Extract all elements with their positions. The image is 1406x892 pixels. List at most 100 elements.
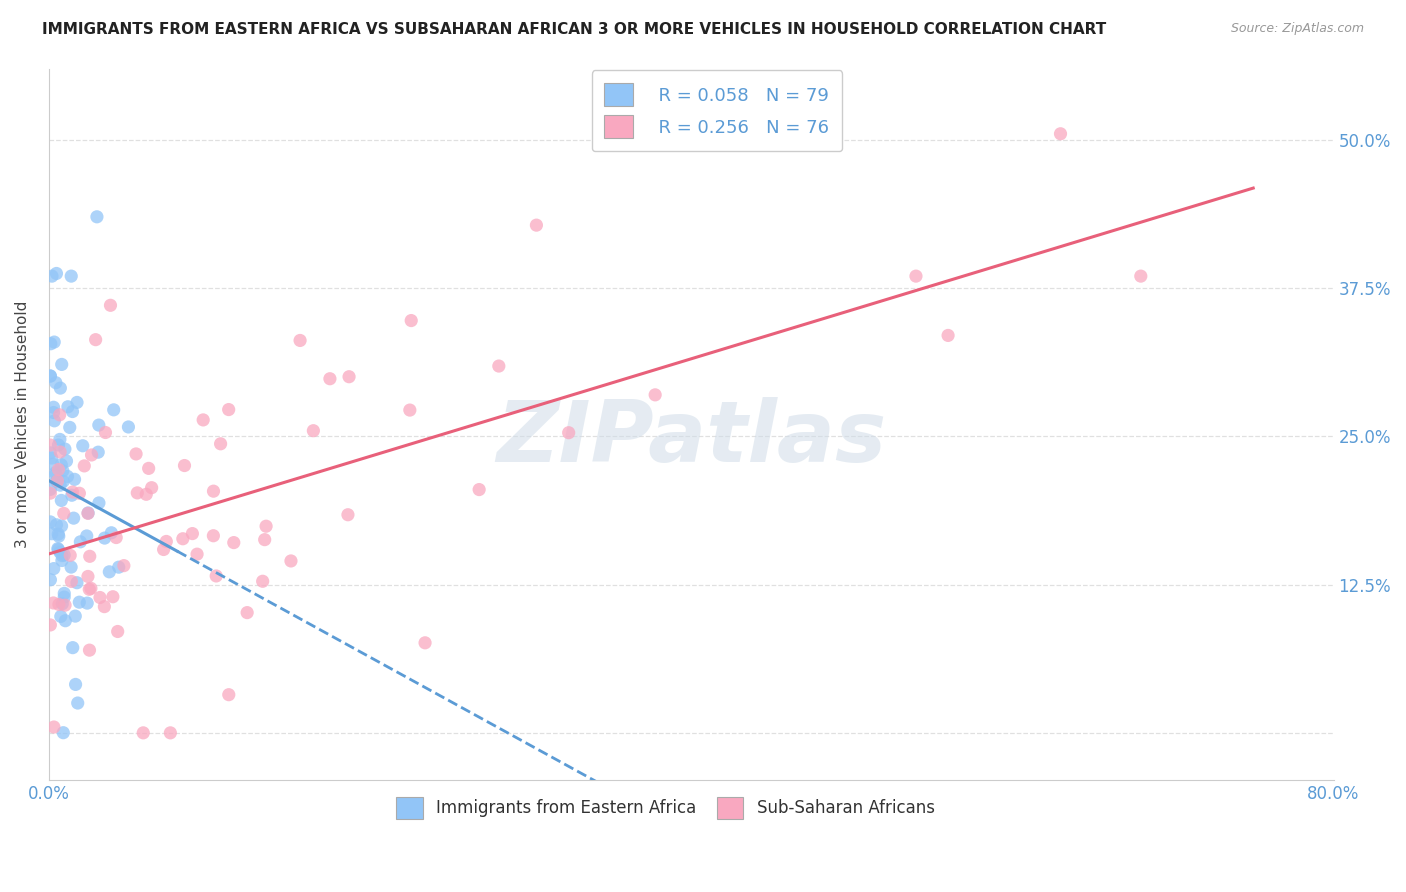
- Point: [77, 569, 100, 583]
- Point: [51, 519, 73, 533]
- Point: [62, 511, 84, 525]
- Point: [59, 420, 82, 434]
- Point: [39, 369, 62, 384]
- Point: [468, 483, 491, 497]
- Point: [135, 487, 157, 501]
- Point: [202, 484, 225, 499]
- Point: [98, 565, 121, 579]
- Point: [73, 458, 96, 473]
- Point: [557, 425, 579, 440]
- Point: [222, 535, 245, 549]
- Point: [86, 210, 108, 224]
- Point: [319, 372, 342, 386]
- Point: [105, 531, 128, 545]
- Point: [79, 549, 101, 564]
- Point: [302, 424, 325, 438]
- Point: [42, 458, 65, 472]
- Point: [67, 595, 90, 609]
- Point: [101, 590, 124, 604]
- Point: [526, 218, 548, 232]
- Point: [46, 474, 69, 488]
- Point: [1129, 269, 1152, 284]
- Point: [253, 533, 276, 547]
- Point: [53, 598, 76, 612]
- Point: [66, 696, 89, 710]
- Point: [51, 597, 73, 611]
- Point: [51, 493, 73, 508]
- Point: [77, 506, 100, 520]
- Point: [125, 447, 148, 461]
- Point: [60, 488, 83, 502]
- Point: [159, 726, 181, 740]
- Point: [127, 486, 149, 500]
- Point: [89, 591, 111, 605]
- Point: [80, 448, 103, 462]
- Point: [936, 328, 959, 343]
- Point: [48, 529, 70, 543]
- Point: [53, 442, 76, 456]
- Point: [202, 529, 225, 543]
- Point: [254, 519, 277, 533]
- Point: [336, 508, 359, 522]
- Point: [413, 636, 436, 650]
- Point: [55, 454, 77, 468]
- Point: [488, 359, 510, 373]
- Point: [288, 334, 311, 348]
- Point: [45, 517, 67, 532]
- Text: Source: ZipAtlas.com: Source: ZipAtlas.com: [1230, 22, 1364, 36]
- Point: [112, 558, 135, 573]
- Point: [181, 526, 204, 541]
- Point: [141, 481, 163, 495]
- Point: [107, 560, 129, 574]
- Y-axis label: 3 or more Vehicles in Household: 3 or more Vehicles in Household: [15, 301, 30, 548]
- Point: [60, 574, 83, 589]
- Point: [62, 485, 84, 500]
- Text: IMMIGRANTS FROM EASTERN AFRICA VS SUBSAHARAN AFRICAN 3 OR MORE VEHICLES IN HOUSE: IMMIGRANTS FROM EASTERN AFRICA VS SUBSAH…: [42, 22, 1107, 37]
- Point: [48, 542, 70, 557]
- Point: [41, 269, 63, 284]
- Point: [41, 450, 63, 465]
- Point: [45, 376, 67, 390]
- Point: [45, 475, 67, 489]
- Point: [59, 549, 82, 563]
- Point: [49, 433, 72, 447]
- Point: [48, 598, 70, 612]
- Point: [77, 507, 100, 521]
- Point: [69, 534, 91, 549]
- Point: [51, 358, 73, 372]
- Point: [100, 298, 122, 312]
- Point: [39, 515, 62, 529]
- Point: [44, 334, 66, 349]
- Point: [62, 640, 84, 655]
- Point: [644, 388, 666, 402]
- Point: [49, 478, 72, 492]
- Point: [252, 574, 274, 589]
- Point: [186, 547, 208, 561]
- Point: [80, 582, 103, 596]
- Point: [205, 569, 228, 583]
- Point: [100, 525, 122, 540]
- Point: [94, 425, 117, 440]
- Point: [193, 413, 215, 427]
- Point: [904, 269, 927, 284]
- Point: [79, 643, 101, 657]
- Point: [72, 439, 94, 453]
- Point: [66, 395, 89, 409]
- Point: [39, 483, 62, 497]
- Point: [399, 313, 422, 327]
- Point: [42, 405, 65, 419]
- Point: [218, 402, 240, 417]
- Point: [173, 458, 195, 473]
- Point: [132, 726, 155, 740]
- Point: [155, 534, 177, 549]
- Point: [39, 618, 62, 632]
- Point: [87, 418, 110, 433]
- Point: [84, 333, 107, 347]
- Point: [42, 596, 65, 610]
- Point: [39, 368, 62, 383]
- Point: [49, 545, 72, 559]
- Point: [46, 541, 69, 556]
- Point: [398, 403, 420, 417]
- Point: [117, 420, 139, 434]
- Point: [152, 542, 174, 557]
